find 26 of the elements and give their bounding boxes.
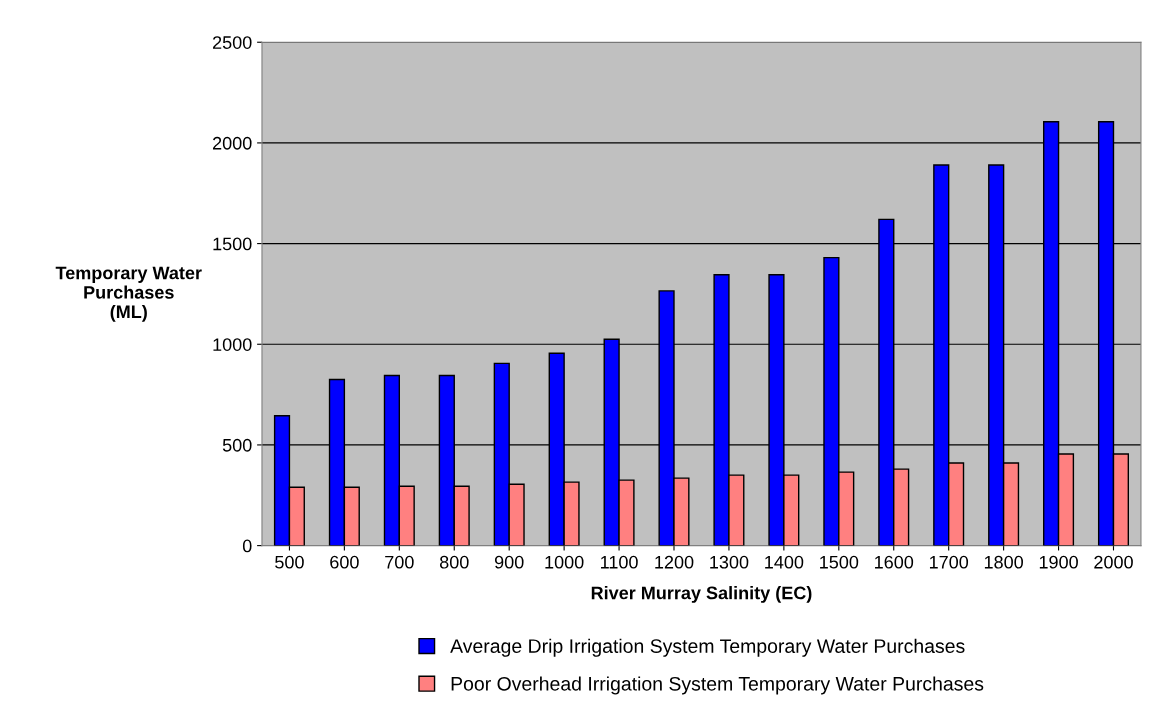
legend-label: Average Drip Irrigation System Temporary Water Purchases [450,638,965,657]
y-tick-label: 1000 [213,338,252,351]
x-tick-label: 600 [330,555,359,569]
x-tick-label: 1600 [875,555,914,569]
x-tick-label: 900 [494,555,524,569]
x-tick-label: 500 [275,555,304,569]
x-tick-label: 1100 [601,555,638,569]
y-tick-label: 1500 [213,237,252,251]
y-tick-label: 0 [242,539,252,553]
y-axis-title: Temporary Water Purchases (ML) [55,266,202,322]
legend-label: Poor Overhead Irrigation System Temporary Water Purchases [451,676,984,695]
x-tick-label: 700 [385,555,414,569]
x-tick-label: 2000 [1094,555,1133,569]
x-tick-label: 1400 [765,555,804,569]
x-tick-label: 1700 [929,555,969,569]
y-tick-label: 2500 [213,36,252,49]
x-tick-label: 800 [439,555,469,569]
y-tick-label: 2000 [213,136,252,150]
x-tick-label: 1200 [655,555,694,569]
y-tick-label: 500 [222,438,252,452]
x-tick-label: 1900 [1039,555,1078,569]
x-tick-label: 1300 [710,555,749,569]
x-tick-label: 1500 [820,555,859,569]
x-tick-label: 1000 [545,555,584,569]
x-tick-label: 1800 [984,555,1023,569]
x-axis-title: River Murray Salinity (EC) [591,586,812,603]
